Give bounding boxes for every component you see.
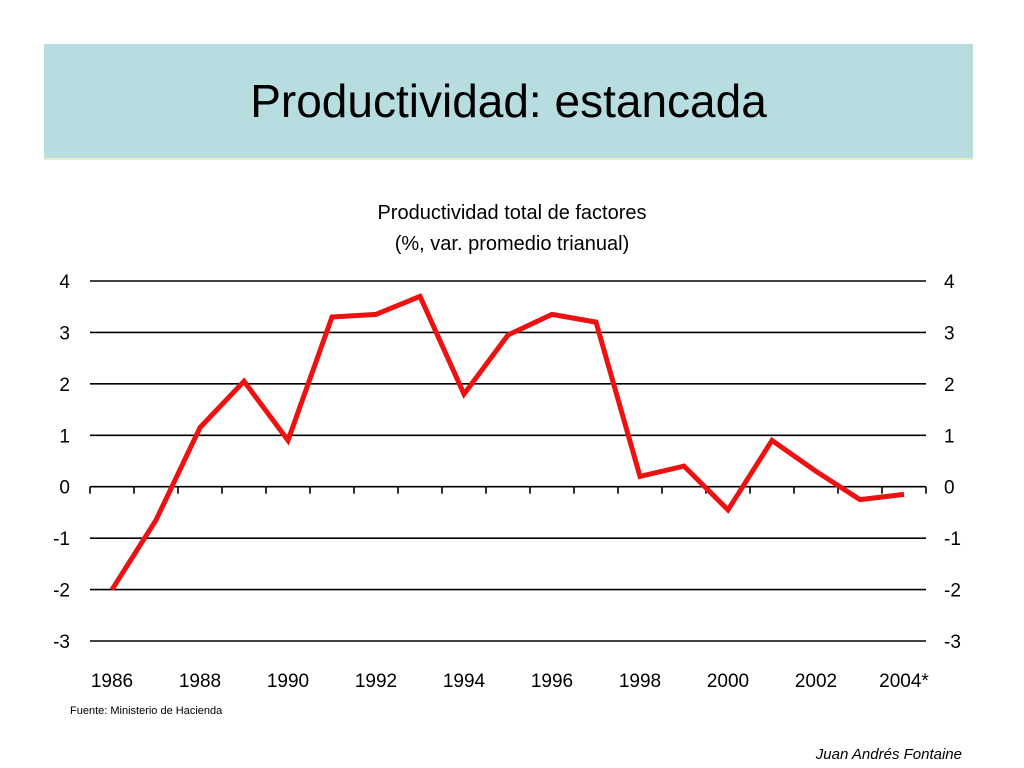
y-tick-label-right: 3 — [944, 323, 955, 344]
author-name: Juan Andrés Fontaine — [815, 746, 962, 763]
y-tick-label-right: 1 — [944, 426, 955, 447]
y-tick-label: 4 — [59, 272, 70, 293]
x-tick-label: 1998 — [619, 671, 661, 692]
y-tick-label-right: -1 — [944, 529, 961, 550]
y-tick-label-right: 4 — [944, 272, 955, 293]
x-tick-label: 2000 — [707, 671, 749, 692]
x-tick-label: 1994 — [443, 671, 486, 692]
y-tick-label-right: 2 — [944, 375, 955, 396]
source-note: Fuente: Ministerio de Hacienda — [70, 705, 223, 717]
y-tick-label-right: 0 — [944, 478, 955, 499]
y-tick-label: -3 — [53, 632, 70, 653]
x-tick-label: 1988 — [179, 671, 221, 692]
x-tick-label: 2002 — [795, 671, 837, 692]
y-tick-label: -2 — [53, 581, 70, 602]
y-tick-label-right: -3 — [944, 632, 961, 653]
slide-title: Productividad: estancada — [250, 75, 767, 127]
x-tick-label: 1996 — [531, 671, 573, 692]
title-banner: Productividad: estancada — [44, 44, 973, 160]
x-tick-label: 1990 — [267, 671, 309, 692]
x-tick-label: 1986 — [91, 671, 133, 692]
chart-title: Productividad total de factores — [377, 202, 646, 224]
y-tick-label: 0 — [59, 478, 70, 499]
series-line — [109, 293, 905, 591]
y-tick-label: 3 — [59, 323, 70, 344]
y-tick-label-right: -2 — [944, 581, 961, 602]
chart-subtitle: (%, var. promedio trianual) — [395, 233, 630, 255]
y-tick-label: 1 — [59, 426, 70, 447]
x-tick-label: 2004* — [879, 671, 929, 692]
x-tick-label: 1992 — [355, 671, 397, 692]
y-tick-label: -1 — [53, 529, 70, 550]
y-tick-label: 2 — [59, 375, 70, 396]
